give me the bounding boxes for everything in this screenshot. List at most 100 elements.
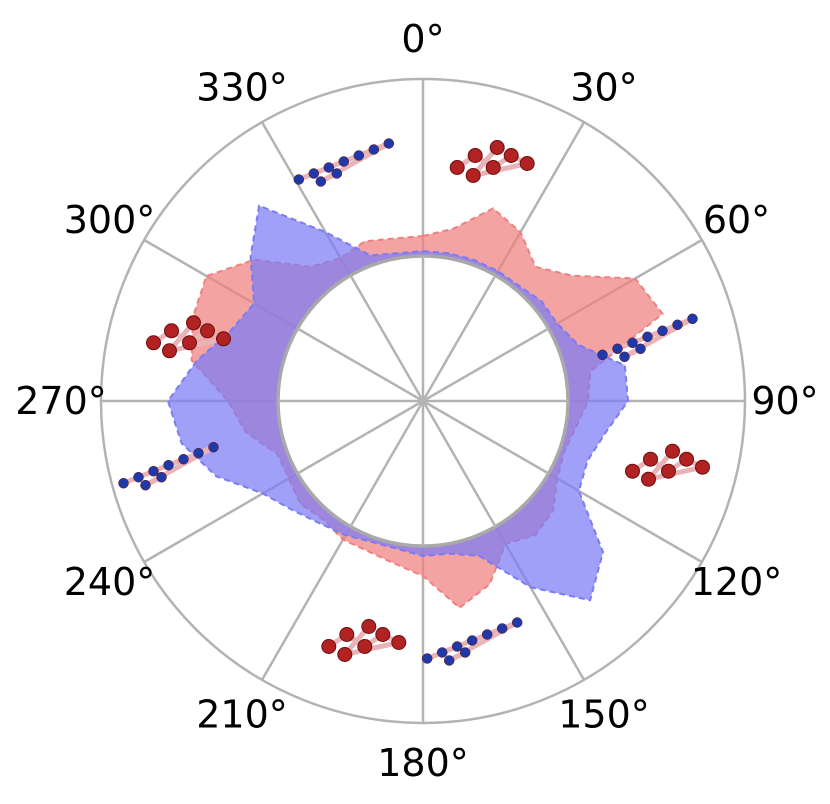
theta-tick-label: 300° [64, 198, 156, 242]
molecule-atom [163, 459, 174, 471]
molecule-atom [436, 647, 448, 658]
theta-tick-label: 30° [570, 66, 637, 110]
angle-tick-labels: 0° 30° 60° 90° 120° 150° 180° 210° 240° 270° 300° 3… [15, 17, 818, 785]
outer-circle [99, 77, 747, 725]
molecule-atom [164, 323, 179, 339]
molecule-atom [459, 647, 471, 658]
molecule-atom [489, 140, 505, 155]
molecule-atom [162, 343, 177, 359]
molecule-atom [465, 168, 481, 183]
molecule-atom [208, 441, 219, 453]
inner-gridline [296, 399, 424, 475]
molecule-atom [466, 635, 478, 646]
theta-tick-label: 60° [703, 198, 770, 242]
molecule-atom [511, 617, 523, 628]
molecule-atom [612, 343, 623, 355]
molecule-icon-3 [625, 443, 710, 487]
molecule-atom [331, 168, 343, 179]
inner-gridline [349, 274, 425, 402]
molecule-atom [383, 138, 395, 149]
molecule-atom [481, 629, 493, 640]
molecule-atom [353, 150, 365, 161]
molecule-atom [315, 176, 327, 187]
molecule-atom [375, 627, 391, 642]
molecule-atom [625, 463, 640, 479]
inner-gridline [422, 399, 550, 475]
series-1-line [190, 207, 664, 610]
molecule-atom [216, 331, 231, 347]
molecule-atom [339, 627, 355, 642]
molecule-atom [361, 619, 377, 634]
molecule-atom [661, 463, 676, 479]
theta-tick-label: 210° [196, 693, 288, 737]
molecule-atom [200, 323, 215, 339]
molecule-atom [293, 174, 305, 185]
molecule-icon-1 [449, 140, 535, 183]
molecule-atom [337, 647, 353, 662]
molecule-atom [642, 331, 653, 343]
molecule-atom [485, 160, 501, 175]
molecule-atom [449, 160, 465, 175]
inner-gridline [421, 400, 497, 528]
molecule-icon-5 [321, 619, 407, 662]
molecule-icon-6 [118, 441, 219, 491]
inner-gridline [349, 400, 425, 528]
theta-tick-label: 240° [64, 560, 156, 604]
theta-tick-label: 330° [196, 66, 288, 110]
theta-tick-label: 120° [691, 560, 783, 604]
molecule-icon-2 [597, 313, 698, 363]
theta-tick-label: 180° [377, 741, 469, 785]
molecule-atom [496, 623, 508, 634]
molecule-atom [443, 655, 455, 666]
molecule-atom [368, 144, 380, 155]
molecule-atom [597, 349, 608, 361]
molecule-atom [118, 477, 129, 489]
molecule-atom [695, 459, 710, 475]
inner-gridline [422, 327, 550, 403]
molecule-atom [178, 453, 189, 465]
molecule-icons [118, 138, 710, 666]
molecule-atom [672, 319, 683, 331]
molecule-atom [323, 162, 335, 173]
molecule-atom [156, 471, 167, 483]
molecule-icon-4 [421, 617, 523, 666]
molecule-atom [186, 315, 201, 331]
molecule-atom [357, 639, 373, 654]
molecule-atom [338, 156, 350, 167]
molecule-atom [687, 313, 698, 325]
series-2-line [166, 204, 630, 602]
inner-gridline [421, 274, 497, 402]
molecule-atom [519, 156, 535, 171]
molecule-atom [503, 148, 519, 163]
molecule-atom [627, 337, 638, 349]
molecule-atom [182, 335, 197, 351]
molecule-atom [641, 471, 656, 487]
inner-gridline [296, 327, 424, 403]
molecule-atom [467, 148, 483, 163]
molecule-atom [193, 447, 204, 459]
molecule-atom [657, 325, 668, 337]
theta-tick-label: 150° [558, 693, 650, 737]
series-2-area [168, 205, 628, 601]
molecule-atom [391, 635, 407, 650]
molecule-atom [321, 639, 337, 654]
molecule-atom [146, 335, 161, 351]
molecule-icon-7 [146, 315, 231, 359]
theta-tick-label: 270° [15, 379, 107, 423]
theta-tick-label: 0° [401, 17, 444, 61]
theta-tick-label: 90° [751, 379, 818, 423]
molecule-atom [308, 168, 320, 179]
molecule-atom [619, 351, 630, 363]
molecule-atom [665, 443, 680, 459]
inner-circle-layer [276, 254, 570, 548]
molecule-atom [679, 451, 694, 467]
molecule-atom [421, 653, 433, 664]
molecule-atom [140, 479, 151, 491]
molecule-atom [643, 451, 658, 467]
molecule-atom [133, 471, 144, 483]
molecule-atom [635, 343, 646, 355]
molecule-icon-8 [293, 138, 395, 187]
molecule-atom [148, 465, 159, 477]
molecule-atom [451, 641, 463, 652]
